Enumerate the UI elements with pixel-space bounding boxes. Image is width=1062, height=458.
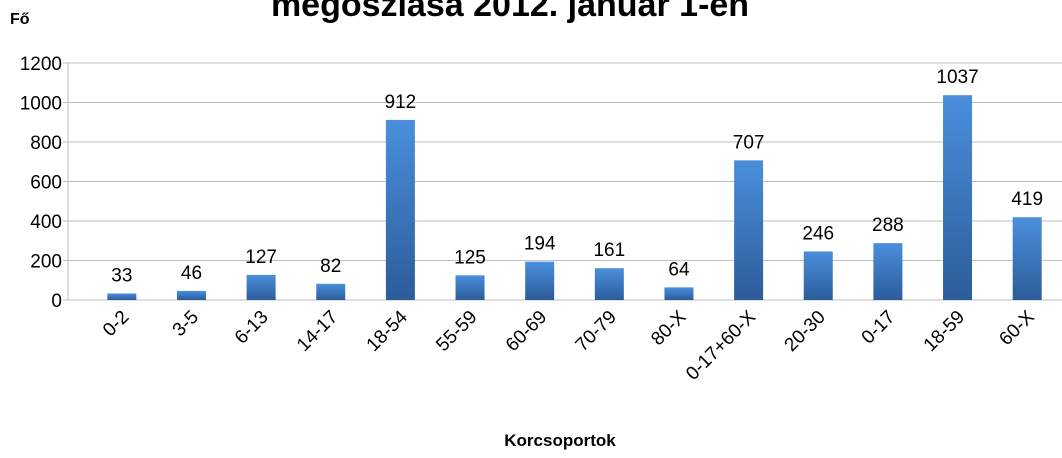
y-tick-label: 400	[30, 212, 62, 233]
chart-title: megoszlása 2012. január 1-én	[271, 0, 749, 24]
x-tick-label: 55-59	[432, 307, 481, 356]
bar	[1012, 217, 1042, 300]
value-label: 161	[593, 240, 625, 261]
x-tick-label: 18-59	[920, 307, 969, 356]
x-tick-label: 60-X	[995, 306, 1038, 349]
y-tick-label: 0	[51, 291, 62, 312]
x-tick-label: 20-30	[781, 307, 830, 356]
y-axis-title: Fő	[10, 11, 30, 28]
x-tick-label: 60-69	[502, 307, 551, 356]
value-label: 194	[524, 234, 556, 255]
bar	[525, 261, 555, 300]
bar	[107, 293, 137, 300]
bar	[455, 275, 485, 300]
y-tick-label: 200	[30, 252, 62, 273]
y-tick-label: 600	[30, 173, 62, 194]
x-tick-label: 80-X	[647, 306, 690, 349]
bar	[594, 268, 624, 300]
x-tick-label: 0-17	[858, 307, 900, 349]
value-label: 707	[733, 132, 765, 153]
value-label: 127	[245, 247, 277, 268]
y-tick-label: 800	[30, 133, 62, 154]
bar	[385, 119, 415, 300]
x-tick-label: 3-5	[169, 307, 203, 341]
bar	[734, 160, 764, 300]
x-tick-label: 6-13	[231, 307, 273, 349]
bar	[246, 274, 276, 300]
bar	[176, 290, 206, 300]
x-tick-label: 14-17	[293, 307, 342, 356]
x-tick-label: 18-54	[363, 306, 413, 356]
bar	[664, 287, 694, 300]
value-label: 246	[802, 223, 834, 244]
value-label: 288	[872, 215, 904, 236]
bar	[873, 243, 903, 300]
value-label: 82	[320, 256, 341, 277]
y-tick-label: 1200	[20, 54, 62, 75]
value-label: 912	[385, 92, 417, 113]
value-label: 64	[668, 259, 690, 280]
value-label: 125	[454, 247, 486, 268]
value-label: 419	[1011, 189, 1043, 210]
x-axis-title: Korcsoportok	[504, 431, 616, 450]
bar	[803, 251, 833, 300]
x-tick-label: 0-2	[99, 307, 133, 341]
bar	[316, 283, 346, 300]
x-tick-label: 70-79	[572, 307, 621, 356]
value-label: 46	[181, 263, 202, 284]
y-tick-label: 1000	[20, 94, 62, 115]
value-label: 1037	[936, 67, 978, 88]
bar	[943, 95, 973, 300]
value-label: 33	[111, 265, 132, 286]
x-tick-label: 0-17+60-X	[682, 306, 760, 384]
